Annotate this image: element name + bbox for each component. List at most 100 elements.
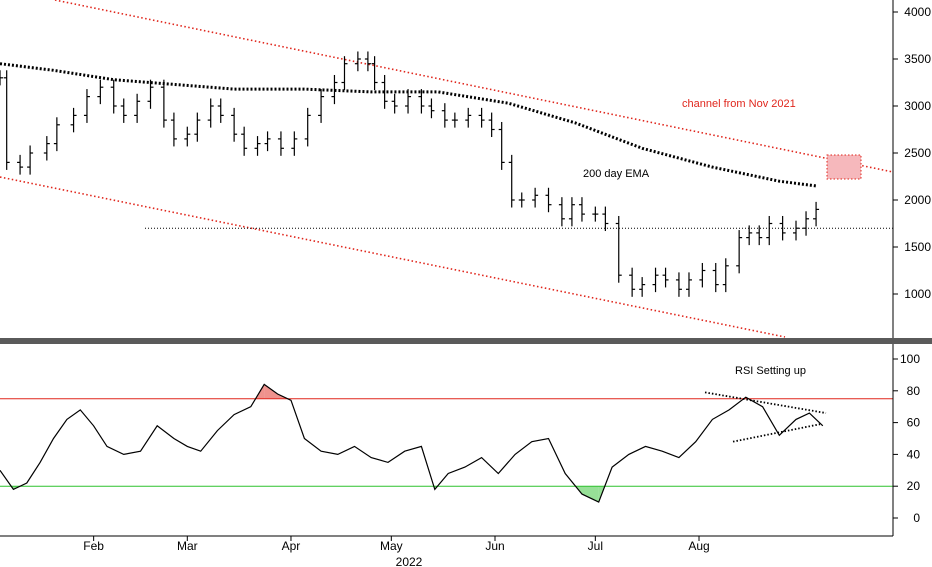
rsi-annotation: RSI Setting up <box>735 365 806 377</box>
price-bar <box>779 215 786 241</box>
price-bar <box>241 126 248 156</box>
x-tick-label: Aug <box>688 539 709 553</box>
rsi-y-tick-label: 100 <box>900 352 920 366</box>
price-bar <box>629 267 636 297</box>
panel-divider <box>0 338 932 344</box>
price-bar <box>231 107 238 142</box>
price-y-tick-label: 2000 <box>904 193 931 207</box>
price-bar <box>568 197 575 227</box>
rsi-y-tick-label: 80 <box>907 384 921 398</box>
x-tick-label: Apr <box>282 539 301 553</box>
price-bar <box>381 74 388 109</box>
price-bar <box>304 107 311 147</box>
price-y-tick-label: 3000 <box>904 99 931 113</box>
price-bar <box>639 277 646 297</box>
price-y-tick-label: 3500 <box>904 52 931 66</box>
x-axis-year-label: 2022 <box>396 555 423 567</box>
rsi-overbought-fill <box>264 384 278 399</box>
price-bar <box>418 89 425 114</box>
rsi-triangle-lower <box>732 423 821 443</box>
price-bar <box>615 215 622 283</box>
price-bar <box>498 121 505 170</box>
channel-lower-line <box>0 176 786 338</box>
price-bar <box>699 262 706 288</box>
price-bar <box>0 70 3 86</box>
price-bar <box>428 98 435 119</box>
price-bar <box>756 225 763 246</box>
price-bar <box>147 79 154 109</box>
price-bar <box>110 79 117 114</box>
price-bar <box>578 197 585 222</box>
price-bar <box>160 79 167 128</box>
price-bar <box>291 131 298 156</box>
price-bar <box>652 267 659 293</box>
price-bar <box>354 51 361 72</box>
price-bar <box>675 272 682 297</box>
channel-annotation: channel from Nov 2021 <box>682 98 796 110</box>
price-bar <box>488 112 495 138</box>
price-bar <box>722 258 729 293</box>
price-bar <box>27 145 34 175</box>
axes: 1000 1500 2000 2500 3000 3500 4000 0 20 40 60 80 100… <box>0 0 932 553</box>
price-bar <box>391 93 398 114</box>
price-bar <box>746 225 753 246</box>
rsi-y-tick-label: 20 <box>907 479 921 493</box>
price-bar <box>405 89 412 114</box>
price-bar <box>508 154 515 208</box>
price-bar <box>97 79 104 105</box>
price-bar <box>793 220 800 241</box>
price-bar <box>207 98 214 128</box>
price-bar <box>134 93 141 123</box>
x-tick-label: Feb <box>83 539 104 553</box>
price-bar <box>712 262 719 293</box>
price-bar <box>813 201 820 227</box>
price-bar <box>558 197 565 227</box>
rsi-oversold-fill <box>581 486 599 503</box>
price-y-tick-label: 2500 <box>904 146 931 160</box>
price-bar <box>70 107 77 133</box>
price-bar <box>766 215 773 246</box>
price-bar <box>184 126 191 147</box>
price-bar <box>592 206 599 222</box>
price-bar <box>3 70 10 170</box>
x-tick-label: Jul <box>588 539 603 553</box>
price-bar <box>478 107 485 128</box>
price-bar <box>532 187 539 208</box>
price-bar <box>441 103 448 128</box>
price-bar <box>17 154 24 175</box>
rsi-y-tick-label: 0 <box>913 511 920 525</box>
rsi-line <box>0 383 824 503</box>
price-bar <box>662 267 669 288</box>
price-bar <box>43 136 50 161</box>
x-tick-label: May <box>380 539 403 553</box>
price-bar <box>685 272 692 297</box>
price-panel <box>0 0 894 338</box>
price-bar <box>736 230 743 274</box>
price-y-tick-label: 1500 <box>904 240 931 254</box>
target-box <box>826 154 862 180</box>
x-tick-label: Jun <box>485 539 504 553</box>
price-bar <box>331 74 338 105</box>
x-tick-label: Mar <box>177 539 198 553</box>
price-bar <box>170 112 177 147</box>
price-bar <box>277 131 284 156</box>
price-bar <box>545 187 552 213</box>
price-y-tick-label: 4000 <box>904 5 931 19</box>
price-bar <box>371 56 378 91</box>
price-bar <box>341 56 348 91</box>
price-bar <box>194 112 201 142</box>
price-bar <box>120 98 127 123</box>
rsi-panel <box>0 383 893 503</box>
price-bar <box>602 206 609 232</box>
rsi-y-tick-label: 60 <box>907 416 921 430</box>
price-bar <box>451 112 458 128</box>
price-bar <box>364 51 371 72</box>
price-bar <box>803 211 810 236</box>
rsi-triangle-upper <box>704 391 827 414</box>
channel-upper-line <box>54 0 894 173</box>
price-bar <box>264 131 271 152</box>
price-bar <box>217 98 224 123</box>
price-bar <box>254 136 261 156</box>
